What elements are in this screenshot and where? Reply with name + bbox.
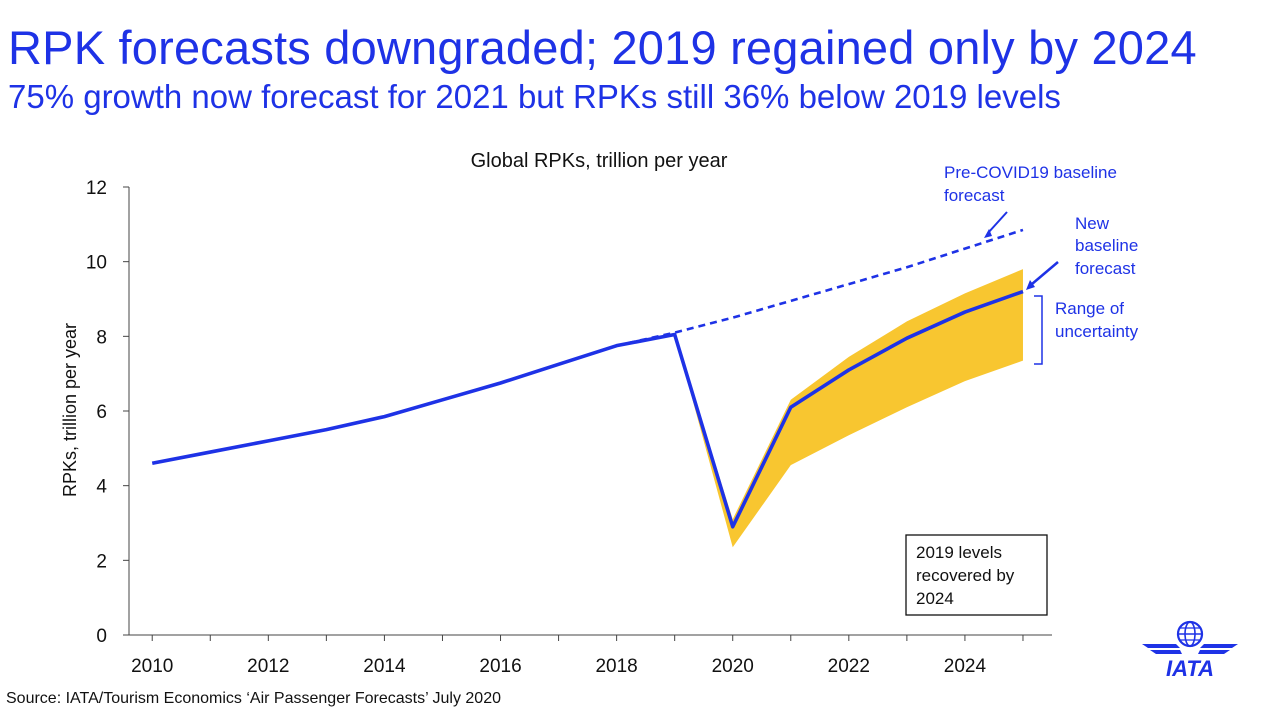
source-note: Source: IATA/Tourism Economics ‘Air Pass… bbox=[6, 690, 501, 707]
annotation-pre-covid: Pre-COVID19 baseline forecast bbox=[944, 163, 1117, 238]
iata-logo-text: IATA bbox=[1166, 656, 1214, 680]
x-tick-label: 2020 bbox=[712, 656, 754, 677]
annotation-new-baseline-line3: forecast bbox=[1075, 259, 1136, 278]
y-axis-label: RPKs, trillion per year bbox=[60, 323, 80, 497]
y-tick-label: 6 bbox=[96, 402, 107, 423]
x-tick-label: 2014 bbox=[363, 656, 406, 677]
y-tick-label: 2 bbox=[96, 551, 107, 572]
recovery-callout-line2: recovered by bbox=[916, 566, 1015, 585]
annotation-new-baseline: New baseline forecast bbox=[1026, 214, 1138, 290]
annotation-pre-covid-arrowhead bbox=[984, 229, 992, 238]
page-subtitle: 75% growth now forecast for 2021 but RPK… bbox=[8, 78, 1061, 115]
chart-title: Global RPKs, trillion per year bbox=[471, 150, 728, 172]
recovery-callout-frame bbox=[905, 534, 1048, 616]
globe-wings-icon: IATA bbox=[1142, 620, 1238, 681]
annotation-range-line2: uncertainty bbox=[1055, 322, 1139, 341]
x-tick-label: 2010 bbox=[131, 656, 173, 677]
annotation-new-baseline-line1: New bbox=[1075, 214, 1110, 233]
y-tick-label: 4 bbox=[96, 477, 107, 498]
y-tick-label: 8 bbox=[96, 327, 107, 348]
annotation-new-baseline-arrowhead bbox=[1026, 280, 1035, 290]
annotation-new-baseline-arrow bbox=[1031, 261, 1059, 285]
y-tick-label: 10 bbox=[86, 253, 107, 274]
y-ticks: 0 2 4 6 8 10 12 bbox=[86, 178, 129, 647]
recovery-callout-box: 2019 levels recovered by 2024 bbox=[905, 534, 1048, 616]
x-tick-label: 2016 bbox=[479, 656, 521, 677]
x-ticks: 2010 2012 2014 2016 2018 2020 2022 2024 bbox=[131, 635, 1024, 677]
y-tick-label: 12 bbox=[86, 178, 107, 199]
uncertainty-band bbox=[674, 269, 1023, 548]
annotation-pre-covid-arrow bbox=[987, 211, 1008, 234]
x-tick-label: 2022 bbox=[828, 656, 870, 677]
annotation-pre-covid-line1: Pre-COVID19 baseline bbox=[944, 163, 1117, 182]
annotation-range: Range of uncertainty bbox=[1034, 295, 1139, 365]
page-title: RPK forecasts downgraded; 2019 regained … bbox=[8, 21, 1197, 74]
uncertainty-band-layer bbox=[674, 269, 1023, 548]
annotation-pre-covid-line2: forecast bbox=[944, 186, 1005, 205]
range-bracket bbox=[1034, 295, 1043, 365]
x-tick-label: 2018 bbox=[595, 656, 637, 677]
series-lines-layer bbox=[151, 228, 1024, 529]
annotation-new-baseline-line2: baseline bbox=[1075, 236, 1138, 255]
iata-logo: IATA bbox=[1140, 620, 1240, 681]
x-tick-label: 2012 bbox=[247, 656, 289, 677]
recovery-callout-line1: 2019 levels bbox=[916, 543, 1002, 562]
series-line-pre-covid-forecast bbox=[616, 228, 1024, 347]
recovery-callout-line3: 2024 bbox=[916, 589, 954, 608]
annotation-range-line1: Range of bbox=[1055, 299, 1124, 318]
x-tick-label: 2024 bbox=[944, 656, 987, 677]
y-tick-label: 0 bbox=[96, 626, 107, 647]
series-line-actual-and-new-forecast bbox=[151, 289, 1024, 529]
